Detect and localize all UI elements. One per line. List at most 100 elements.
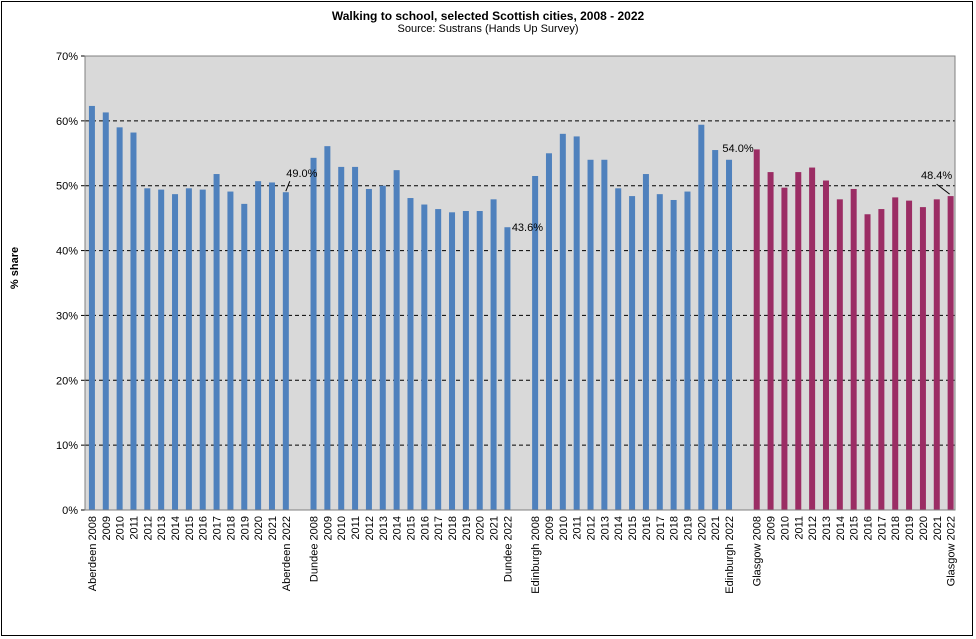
bar xyxy=(670,199,677,511)
bar xyxy=(393,170,400,511)
bar xyxy=(726,159,733,510)
x-tick-label: 2016 xyxy=(198,516,210,540)
bar xyxy=(573,136,580,510)
x-tick-label: 2013 xyxy=(378,516,390,540)
x-tick-label: Aberdeen 2008 xyxy=(87,516,99,591)
bar xyxy=(435,209,442,510)
bar xyxy=(282,192,289,510)
bar xyxy=(587,159,594,510)
bar xyxy=(352,166,359,511)
bar xyxy=(795,172,802,510)
x-tick-label: 2009 xyxy=(101,516,113,540)
y-tick-label: 30% xyxy=(56,310,78,322)
bar xyxy=(822,180,829,511)
bar xyxy=(130,132,137,510)
bar xyxy=(712,150,719,511)
bar xyxy=(144,188,151,510)
bar xyxy=(421,204,428,510)
bar xyxy=(407,198,414,510)
x-tick-label: 2011 xyxy=(128,516,140,540)
bar xyxy=(449,212,456,510)
x-tick-label: Aberdeen 2022 xyxy=(281,516,293,591)
bar xyxy=(116,127,123,510)
x-tick-label: 2020 xyxy=(475,516,487,540)
x-tick-label: 2021 xyxy=(267,516,279,540)
x-tick-label: 2009 xyxy=(544,516,556,540)
x-tick-label: 2013 xyxy=(599,516,611,540)
x-tick-label: 2014 xyxy=(392,516,404,540)
x-tick-label: 2021 xyxy=(932,516,944,540)
bar xyxy=(933,199,940,510)
y-axis-label: % share xyxy=(9,247,21,289)
data-label: 48.4% xyxy=(921,170,952,182)
x-tick-label: 2010 xyxy=(115,516,127,540)
bar xyxy=(268,182,275,510)
y-tick-label: 70% xyxy=(56,51,78,63)
bar xyxy=(490,199,497,510)
bar xyxy=(338,166,345,511)
bar xyxy=(642,174,649,511)
x-tick-label: 2021 xyxy=(710,516,722,540)
x-tick-label: 2019 xyxy=(239,516,251,540)
x-tick-label: 2020 xyxy=(696,516,708,540)
bar xyxy=(753,149,760,510)
bar xyxy=(836,199,843,510)
bar xyxy=(185,188,192,510)
chart-title: Walking to school, selected Scottish cit… xyxy=(331,9,645,23)
x-tick-label: 2020 xyxy=(918,516,930,540)
x-tick-label: 2013 xyxy=(821,516,833,540)
bar xyxy=(906,200,913,511)
x-tick-label: 2017 xyxy=(433,516,445,540)
bar xyxy=(919,207,926,511)
y-tick-label: 20% xyxy=(56,375,78,387)
x-tick-label: 2014 xyxy=(613,516,625,540)
bar xyxy=(878,209,885,510)
data-label: 49.0% xyxy=(286,168,317,180)
x-tick-label: 2015 xyxy=(627,516,639,540)
bar xyxy=(615,188,622,510)
x-tick-label: 2010 xyxy=(779,516,791,540)
bar xyxy=(809,167,816,510)
x-tick-label: 2014 xyxy=(835,516,847,540)
bar xyxy=(601,159,608,510)
x-tick-label: Edinburgh 2022 xyxy=(724,516,736,594)
x-tick-label: 2019 xyxy=(682,516,694,540)
bar xyxy=(365,188,372,510)
x-tick-label: 2016 xyxy=(863,516,875,540)
y-tick-label: 50% xyxy=(56,181,78,193)
x-tick-label: 2019 xyxy=(904,516,916,540)
data-label-leader xyxy=(285,181,291,192)
bar xyxy=(684,191,691,510)
bar xyxy=(324,146,331,510)
x-tick-label: Dundee 2022 xyxy=(502,516,514,582)
x-tick-label: 2015 xyxy=(849,516,861,540)
x-tick-label: 2009 xyxy=(766,516,778,540)
x-tick-label: 2015 xyxy=(184,516,196,540)
bar xyxy=(559,133,566,511)
data-label: 43.6% xyxy=(512,222,543,234)
x-tick-label: 2012 xyxy=(364,516,376,540)
bar xyxy=(767,172,774,510)
y-tick-label: 10% xyxy=(56,440,78,452)
x-tick-label: 2012 xyxy=(586,516,598,540)
x-tick-label: Glasgow 2022 xyxy=(946,516,958,586)
bar xyxy=(781,187,788,510)
x-tick-label: 2021 xyxy=(489,516,501,540)
bar xyxy=(892,197,899,511)
y-tick-label: 60% xyxy=(56,116,78,128)
bar xyxy=(199,189,206,510)
x-tick-label: 2018 xyxy=(890,516,902,540)
x-tick-label: 2010 xyxy=(558,516,570,540)
bar xyxy=(213,174,220,511)
x-tick-label: 2011 xyxy=(793,516,805,540)
data-label-leader xyxy=(936,183,950,195)
x-tick-label: 2009 xyxy=(322,516,334,540)
bar xyxy=(227,191,234,510)
x-tick-label: 2018 xyxy=(447,516,459,540)
x-tick-label: 2017 xyxy=(212,516,224,540)
x-tick-label: 2018 xyxy=(225,516,237,540)
bar xyxy=(545,153,552,511)
x-tick-label: Glasgow 2008 xyxy=(752,516,764,586)
bar xyxy=(310,157,317,510)
